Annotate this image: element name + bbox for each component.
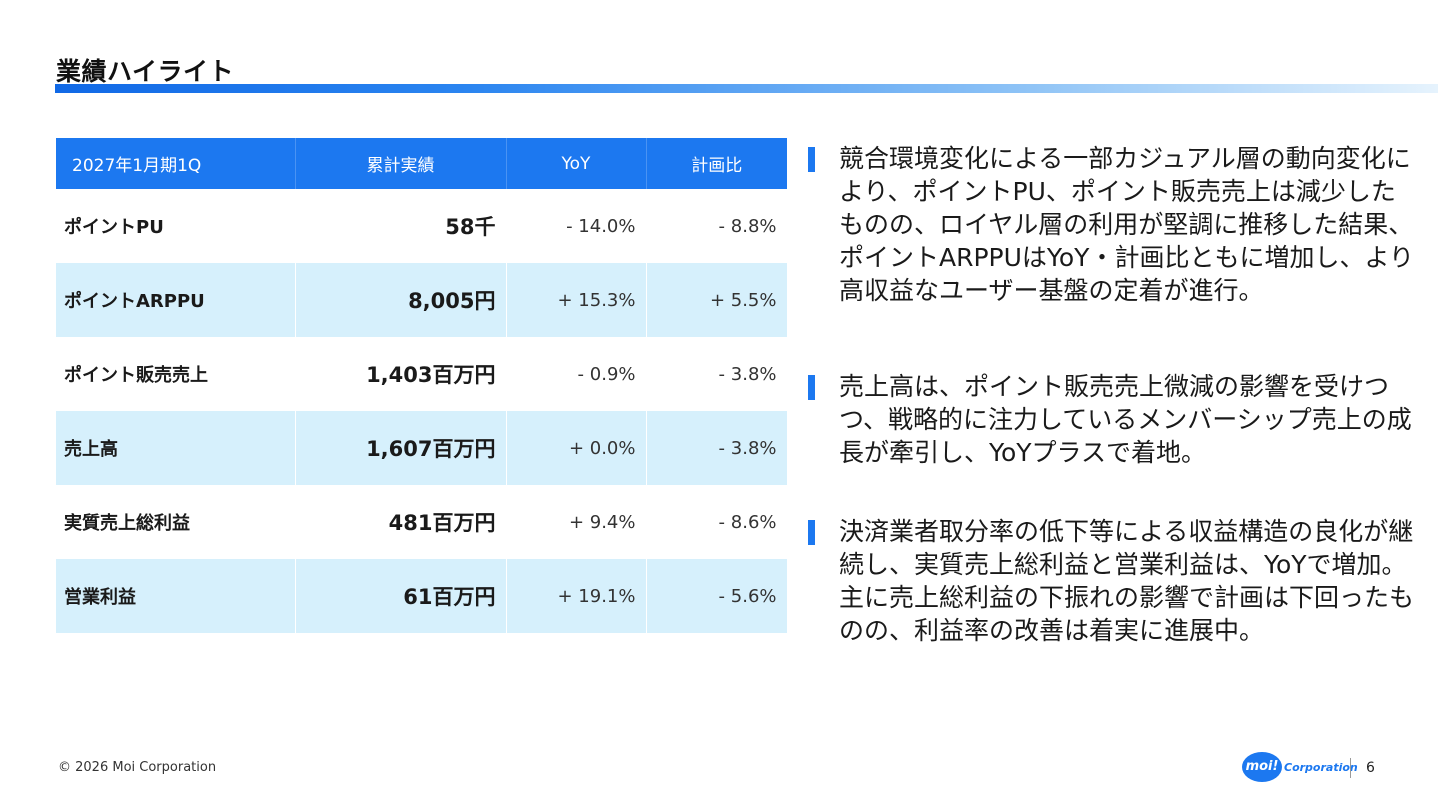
header-cumulative: 累計実績: [295, 138, 507, 189]
header-yoy: YoY: [506, 138, 647, 189]
row-label: 営業利益: [56, 559, 296, 633]
row-yoy: + 19.1%: [506, 559, 647, 633]
bullet-item: 決済業者取分率の低下等による収益構造の良化が継続し、実質売上総利益と営業利益は、…: [808, 515, 1418, 647]
table-row: ポイントARPPU 8,005円 + 15.3% + 5.5%: [56, 263, 788, 337]
table-row: ポイント販売売上 1,403百万円 - 0.9% - 3.8%: [56, 337, 788, 411]
bullet-text: 競合環境変化による一部カジュアル層の動向変化により、ポイントPU、ポイント販売売…: [839, 144, 1414, 305]
row-label: ポイントARPPU: [56, 263, 296, 337]
row-plan: - 3.8%: [646, 337, 788, 411]
row-value: 61百万円: [295, 559, 507, 633]
highlights-table: 2027年1月期1Q 累計実績 YoY 計画比 ポイントPU 58千 - 14.…: [56, 138, 788, 633]
row-plan: - 8.8%: [646, 189, 788, 263]
company-logo-icon: moi!: [1242, 752, 1282, 782]
row-plan: - 3.8%: [646, 411, 788, 485]
bullet-marker-icon: [808, 147, 815, 172]
company-logo-text: Corporation: [1284, 761, 1358, 774]
row-plan: + 5.5%: [646, 263, 788, 337]
table-row: 営業利益 61百万円 + 19.1% - 5.6%: [56, 559, 788, 633]
row-value: 58千: [295, 189, 507, 263]
row-value: 1,403百万円: [295, 337, 507, 411]
row-yoy: - 0.9%: [506, 337, 647, 411]
row-yoy: + 15.3%: [506, 263, 647, 337]
header-period: 2027年1月期1Q: [56, 138, 296, 189]
title-underline-bar: [55, 84, 1438, 93]
page-title: 業績ハイライト: [56, 57, 235, 86]
row-yoy: + 0.0%: [506, 411, 647, 485]
row-label: ポイントPU: [56, 189, 296, 263]
bullet-marker-icon: [808, 375, 815, 400]
page-number: 6: [1366, 760, 1375, 776]
bullet-marker-icon: [808, 520, 815, 545]
table-header-row: 2027年1月期1Q 累計実績 YoY 計画比: [56, 138, 787, 189]
row-yoy: - 14.0%: [506, 189, 647, 263]
row-value: 1,607百万円: [295, 411, 507, 485]
bullet-item: 競合環境変化による一部カジュアル層の動向変化により、ポイントPU、ポイント販売売…: [808, 142, 1418, 307]
copyright-text: © 2026 Moi Corporation: [58, 760, 217, 775]
row-label: 売上高: [56, 411, 296, 485]
row-plan: - 5.6%: [646, 559, 788, 633]
row-yoy: + 9.4%: [506, 485, 647, 559]
bullet-text: 決済業者取分率の低下等による収益構造の良化が継続し、実質売上総利益と営業利益は、…: [839, 517, 1415, 645]
bullet-text: 売上高は、ポイント販売売上微減の影響を受けつつ、戦略的に注力しているメンバーシッ…: [839, 372, 1412, 467]
commentary-bullets: 競合環境変化による一部カジュアル層の動向変化により、ポイントPU、ポイント販売売…: [808, 142, 1418, 647]
header-plan-ratio: 計画比: [646, 138, 787, 189]
table-row: 実質売上総利益 481百万円 + 9.4% - 8.6%: [56, 485, 788, 559]
row-value: 481百万円: [295, 485, 507, 559]
bullet-item: 売上高は、ポイント販売売上微減の影響を受けつつ、戦略的に注力しているメンバーシッ…: [808, 370, 1418, 469]
row-label: ポイント販売売上: [56, 337, 296, 411]
table-row: ポイントPU 58千 - 14.0% - 8.8%: [56, 189, 788, 263]
row-plan: - 8.6%: [646, 485, 788, 559]
footer-divider: [1350, 758, 1351, 778]
row-label: 実質売上総利益: [56, 485, 296, 559]
table-row: 売上高 1,607百万円 + 0.0% - 3.8%: [56, 411, 788, 485]
row-value: 8,005円: [295, 263, 507, 337]
